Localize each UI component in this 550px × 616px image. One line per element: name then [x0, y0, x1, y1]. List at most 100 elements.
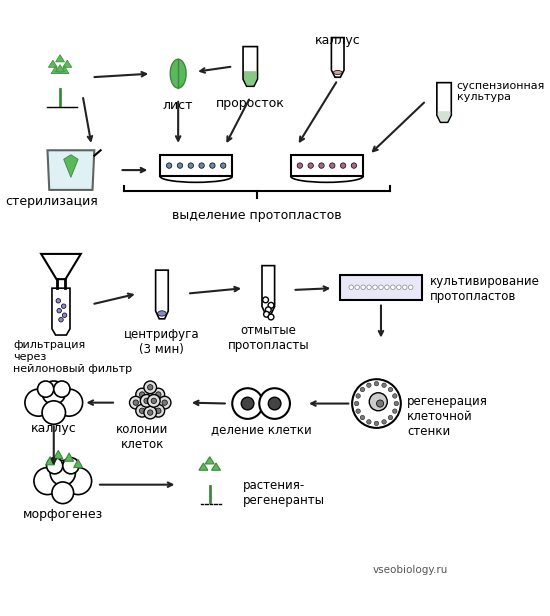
Circle shape: [374, 381, 379, 386]
Circle shape: [152, 388, 164, 401]
Text: стерилизация: стерилизация: [6, 195, 98, 208]
Polygon shape: [212, 463, 221, 470]
Polygon shape: [64, 155, 78, 177]
Circle shape: [140, 394, 153, 407]
Polygon shape: [291, 155, 363, 176]
Circle shape: [388, 387, 393, 392]
Circle shape: [241, 397, 254, 410]
Polygon shape: [47, 150, 95, 190]
Circle shape: [147, 410, 153, 415]
Polygon shape: [48, 60, 57, 67]
Polygon shape: [56, 65, 64, 72]
Circle shape: [373, 285, 377, 290]
Circle shape: [352, 379, 401, 428]
Ellipse shape: [158, 311, 166, 316]
Circle shape: [152, 405, 164, 417]
Polygon shape: [160, 155, 232, 176]
Circle shape: [177, 163, 183, 168]
Circle shape: [47, 458, 63, 474]
Circle shape: [37, 381, 54, 397]
Circle shape: [56, 299, 60, 303]
Text: деление клетки: деление клетки: [211, 423, 311, 436]
Polygon shape: [205, 456, 214, 464]
Circle shape: [263, 297, 268, 303]
Polygon shape: [199, 463, 208, 470]
Polygon shape: [156, 270, 168, 319]
Text: фильтрация
через
нейлоновый фильтр: фильтрация через нейлоновый фильтр: [13, 341, 133, 374]
Circle shape: [390, 285, 395, 290]
Circle shape: [409, 285, 413, 290]
Circle shape: [351, 163, 356, 168]
Circle shape: [382, 383, 386, 387]
Text: морфогенез: морфогенез: [23, 508, 103, 521]
Circle shape: [403, 285, 407, 290]
Polygon shape: [437, 83, 452, 123]
Text: колонии
клеток: колонии клеток: [116, 423, 168, 452]
Circle shape: [25, 389, 52, 416]
Circle shape: [340, 163, 346, 168]
Polygon shape: [64, 453, 74, 461]
Text: лист: лист: [163, 99, 194, 112]
Circle shape: [367, 419, 371, 424]
Circle shape: [356, 394, 360, 398]
Polygon shape: [332, 38, 344, 77]
Circle shape: [34, 468, 61, 495]
Circle shape: [382, 419, 386, 424]
Circle shape: [268, 397, 281, 410]
Circle shape: [151, 398, 157, 403]
Circle shape: [376, 400, 384, 407]
Circle shape: [52, 482, 74, 504]
Polygon shape: [340, 275, 421, 300]
Polygon shape: [243, 47, 257, 86]
Text: vseobiology.ru: vseobiology.ru: [372, 565, 448, 575]
Circle shape: [354, 401, 359, 406]
Polygon shape: [438, 111, 450, 121]
Circle shape: [319, 163, 324, 168]
Circle shape: [356, 409, 360, 413]
Circle shape: [139, 408, 145, 413]
Circle shape: [199, 163, 204, 168]
Text: суспензионная
культура: суспензионная культура: [456, 81, 545, 102]
Circle shape: [156, 408, 161, 413]
Polygon shape: [60, 67, 69, 74]
Circle shape: [266, 307, 271, 313]
Circle shape: [188, 163, 194, 168]
Circle shape: [397, 285, 401, 290]
Circle shape: [136, 405, 148, 417]
Circle shape: [54, 381, 70, 397]
Circle shape: [139, 392, 145, 397]
Text: проросток: проросток: [216, 97, 285, 110]
Circle shape: [268, 314, 274, 320]
Polygon shape: [244, 71, 257, 86]
Text: регенерация
клеточной
стенки: регенерация клеточной стенки: [407, 394, 488, 437]
Circle shape: [147, 384, 153, 390]
Circle shape: [64, 468, 92, 495]
Circle shape: [393, 409, 397, 413]
Circle shape: [144, 407, 157, 419]
Circle shape: [144, 398, 149, 403]
Circle shape: [221, 163, 226, 168]
Circle shape: [361, 285, 365, 290]
Polygon shape: [41, 254, 81, 279]
Polygon shape: [74, 460, 82, 468]
Circle shape: [62, 313, 67, 317]
Circle shape: [263, 312, 270, 317]
Polygon shape: [262, 265, 274, 314]
Circle shape: [268, 302, 274, 308]
Circle shape: [62, 304, 66, 309]
Circle shape: [367, 285, 371, 290]
Circle shape: [50, 460, 75, 485]
Circle shape: [355, 285, 360, 290]
Circle shape: [129, 396, 142, 409]
Text: каллус: каллус: [315, 34, 361, 47]
Circle shape: [259, 388, 290, 419]
Text: выделение протопластов: выделение протопластов: [172, 209, 342, 222]
Circle shape: [162, 400, 167, 405]
Circle shape: [297, 163, 302, 168]
Circle shape: [167, 163, 172, 168]
Polygon shape: [63, 60, 72, 67]
Circle shape: [144, 381, 157, 394]
Circle shape: [329, 163, 335, 168]
Circle shape: [360, 415, 365, 420]
Circle shape: [63, 458, 79, 474]
